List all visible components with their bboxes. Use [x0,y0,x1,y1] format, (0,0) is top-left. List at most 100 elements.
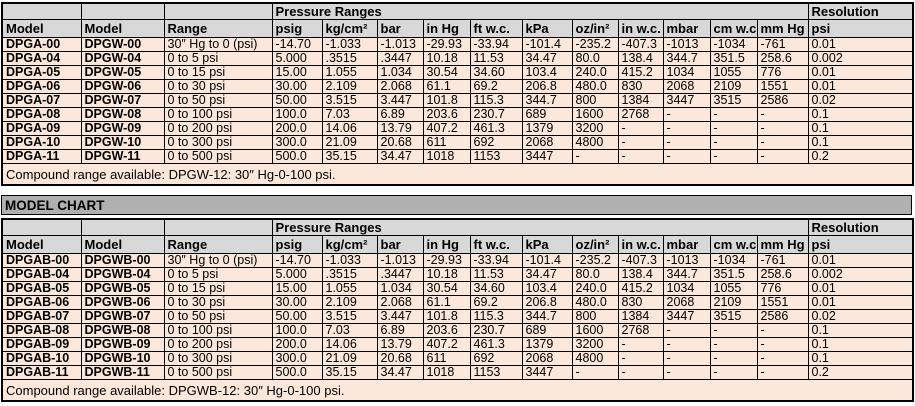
value-cell: 2586 [756,93,809,108]
col-header-ft-w-c: ft w.c. [469,19,523,38]
compound-range-note: Compound range available: DPGW-12: 30″ H… [1,163,914,186]
value-cell: 4800 [571,351,619,366]
value-cell: 0.01 [807,253,914,268]
value-cell: 34.47 [376,149,424,164]
value-cell: 2.109 [321,295,378,310]
value-cell: 7.03 [321,323,378,338]
model-cell: DPGW-06 [80,79,165,94]
value-cell: 1551 [756,295,809,310]
model-cell: DPGWB-08 [80,323,165,338]
range-cell: 0 to 300 psi [163,351,273,366]
value-cell: 69.2 [469,79,523,94]
value-cell: -1013 [662,253,711,268]
table-row: DPGA-06 DPGW-06 0 to 30 psi 30.00 2.109 2.068… [1,79,914,94]
value-cell: .3447 [376,51,424,66]
value-cell: .3515 [321,51,378,66]
model-cell: DPGA-08 [1,107,82,122]
value-cell: 240.0 [571,281,619,296]
value-cell: 0.02 [807,309,914,324]
value-cell: 258.6 [756,51,809,66]
value-cell: 100.0 [271,107,323,122]
value-cell: 2068 [662,295,711,310]
table-row: DPGAB-10 DPGWB-10 0 to 300 psi 300.0 21.09 20… [1,351,914,366]
value-cell: 103.4 [521,65,573,80]
value-cell: 1.034 [376,65,424,80]
range-cell: 0 to 5 psi [163,267,273,282]
value-cell: 830 [617,295,664,310]
value-cell: 115.3 [469,93,523,108]
value-cell: 100.0 [271,323,323,338]
value-cell: 2.068 [376,79,424,94]
model-cell: DPGWB-06 [80,295,165,310]
value-cell: 3.515 [321,309,378,324]
col-header-mm-hg: mm Hg [756,19,809,38]
value-cell: - [662,149,711,164]
value-cell: 14.06 [321,121,378,136]
value-cell: - [709,337,758,352]
model-cell: DPGAB-06 [1,295,82,310]
value-cell: - [617,149,664,164]
value-cell: 35.15 [321,365,378,380]
table-row: DPGA-04 DPGW-04 0 to 5 psi 5.000.3515.3447 1… [1,51,914,66]
range-cell: 0 to 15 psi [163,65,273,80]
value-cell: 15.00 [271,65,323,80]
value-cell: 20.68 [376,351,424,366]
value-cell: 34.60 [469,65,523,80]
value-cell: 200.0 [271,121,323,136]
range-cell: 0 to 30 psi [163,79,273,94]
col-header-psi: psi [807,19,914,38]
value-cell: 34.60 [469,281,523,296]
value-cell: 461.3 [469,337,523,352]
value-cell: 1600 [571,107,619,122]
table-row: DPGA-00 DPGW-00 30″ Hg to 0 (psi) -14.70 -1.… [1,37,914,52]
value-cell: 0.01 [807,281,914,296]
value-cell: - [709,135,758,150]
model-cell: DPGA-00 [1,37,82,52]
value-cell: -1034 [709,253,758,268]
model-cell: DPGA-09 [1,121,82,136]
value-cell: -1.013 [376,37,424,52]
model-chart-band: MODEL CHART [1,195,912,215]
value-cell: 611 [422,351,471,366]
value-cell: - [756,365,809,380]
table-separator [1,186,915,195]
value-cell: -101.4 [521,37,573,52]
table-row: DPGAB-05 DPGWB-05 0 to 15 psi 15.00 1.055 1.0… [1,281,914,296]
value-cell: 34.47 [376,365,424,380]
value-cell: 2109 [709,295,758,310]
value-cell: 240.0 [571,65,619,80]
value-cell: 0.1 [807,323,914,338]
value-cell: 258.6 [756,267,809,282]
col-header-kpa: kPa [521,235,573,254]
model-cell: DPGWB-07 [80,309,165,324]
value-cell: 11.53 [469,267,523,282]
value-cell: 500.0 [271,149,323,164]
model-cell: DPGW-04 [80,51,165,66]
col-header-range: Range [163,235,273,254]
value-cell: 0.01 [807,65,914,80]
value-cell: 1600 [571,323,619,338]
value-cell: -29.93 [422,253,471,268]
value-cell: - [617,121,664,136]
value-cell: - [756,135,809,150]
value-cell: 351.5 [709,51,758,66]
col-header-bar: bar [376,235,424,254]
value-cell: 300.0 [271,135,323,150]
value-cell: 2068 [521,351,573,366]
value-cell: -235.2 [571,37,619,52]
range-cell: 30″ Hg to 0 (psi) [163,253,273,268]
range-cell: 0 to 100 psi [163,107,273,122]
value-cell: - [617,351,664,366]
value-cell: 1379 [521,121,573,136]
value-cell: 3515 [709,309,758,324]
value-cell: - [617,337,664,352]
table-row: DPGAB-06 DPGWB-06 0 to 30 psi 30.00 2.109 2.0… [1,295,914,310]
table-row: DPGA-09 DPGW-09 0 to 200 psi 200.0 14.06 13.7… [1,121,914,136]
value-cell: -29.93 [422,37,471,52]
value-cell: 61.1 [422,79,471,94]
range-cell: 0 to 15 psi [163,281,273,296]
model-cell: DPGW-10 [80,135,165,150]
value-cell: 115.3 [469,309,523,324]
value-cell: 1034 [662,281,711,296]
value-cell: 6.89 [376,323,424,338]
